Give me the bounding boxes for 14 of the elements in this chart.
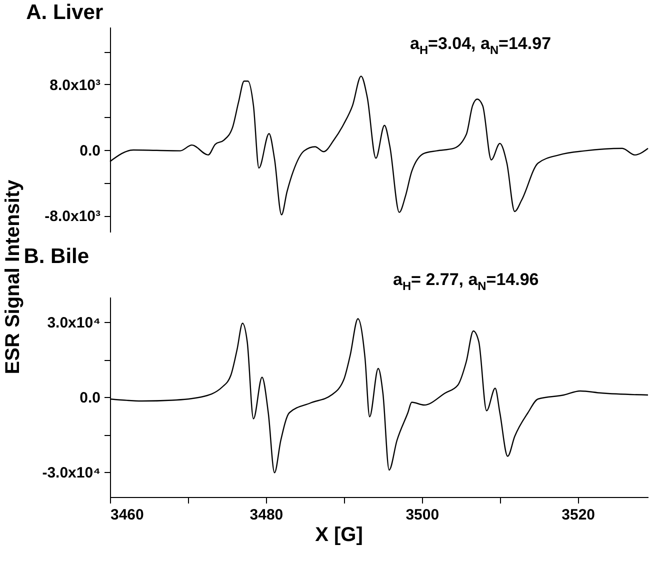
- chart-title: B. Bile: [24, 245, 90, 268]
- y-tick-label: -3.0x10⁴: [42, 464, 100, 482]
- y-tick-label: 3.0x10⁴: [47, 314, 100, 332]
- y-tick-label: 0.0: [80, 390, 100, 406]
- x-tick-label: 3460: [110, 506, 144, 524]
- y-axis-title: ESR Signal Intensity: [2, 178, 24, 374]
- y-tick-label: 0.0: [80, 142, 100, 160]
- x-tick-label: 3480: [250, 506, 284, 524]
- chart-title: A. Liver: [26, 1, 104, 24]
- x-axis-title: X [G]: [315, 524, 363, 546]
- y-tick-label: 8.0x10³: [50, 76, 101, 94]
- x-tick-label: 3520: [562, 506, 596, 524]
- x-tick-label: 3500: [406, 506, 440, 524]
- y-tick-label: -8.0x10³: [44, 208, 100, 226]
